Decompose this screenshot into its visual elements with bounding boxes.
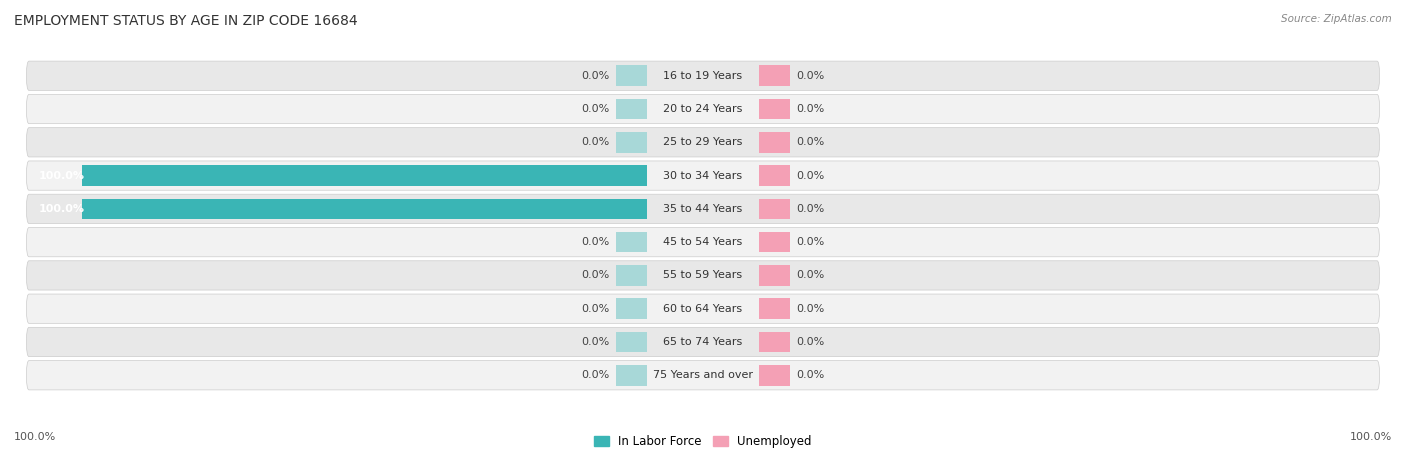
Text: 0.0%: 0.0% <box>582 104 610 114</box>
Text: 20 to 24 Years: 20 to 24 Years <box>664 104 742 114</box>
Text: 100.0%: 100.0% <box>14 432 56 442</box>
Bar <box>616 331 647 352</box>
Bar <box>759 232 790 253</box>
Text: 65 to 74 Years: 65 to 74 Years <box>664 337 742 347</box>
Bar <box>759 99 790 120</box>
Text: 100.0%: 100.0% <box>39 170 84 180</box>
Bar <box>759 132 790 152</box>
Text: 0.0%: 0.0% <box>796 271 824 281</box>
Text: 30 to 34 Years: 30 to 34 Years <box>664 170 742 180</box>
Text: 60 to 64 Years: 60 to 64 Years <box>664 304 742 314</box>
Bar <box>759 165 790 186</box>
Text: 0.0%: 0.0% <box>796 237 824 247</box>
Text: 0.0%: 0.0% <box>796 304 824 314</box>
Text: 0.0%: 0.0% <box>582 137 610 147</box>
Bar <box>83 198 647 219</box>
Bar <box>759 365 790 386</box>
FancyBboxPatch shape <box>27 294 1379 323</box>
Text: 100.0%: 100.0% <box>39 204 84 214</box>
Text: 0.0%: 0.0% <box>796 337 824 347</box>
Text: 0.0%: 0.0% <box>582 304 610 314</box>
Bar <box>616 99 647 120</box>
Text: 0.0%: 0.0% <box>796 104 824 114</box>
Text: 75 Years and over: 75 Years and over <box>652 370 754 380</box>
Text: 0.0%: 0.0% <box>796 137 824 147</box>
Text: 0.0%: 0.0% <box>582 271 610 281</box>
Bar <box>616 132 647 152</box>
Text: 55 to 59 Years: 55 to 59 Years <box>664 271 742 281</box>
Bar <box>759 331 790 352</box>
Bar <box>616 65 647 86</box>
Bar <box>616 232 647 253</box>
FancyBboxPatch shape <box>27 128 1379 157</box>
Bar <box>616 299 647 319</box>
Text: 0.0%: 0.0% <box>582 237 610 247</box>
FancyBboxPatch shape <box>27 194 1379 224</box>
Text: Source: ZipAtlas.com: Source: ZipAtlas.com <box>1281 14 1392 23</box>
Bar <box>759 265 790 286</box>
Text: 16 to 19 Years: 16 to 19 Years <box>664 71 742 81</box>
Text: 100.0%: 100.0% <box>1350 432 1392 442</box>
Bar <box>616 265 647 286</box>
FancyBboxPatch shape <box>27 327 1379 357</box>
Bar <box>759 198 790 219</box>
Text: 0.0%: 0.0% <box>796 204 824 214</box>
FancyBboxPatch shape <box>27 161 1379 190</box>
FancyBboxPatch shape <box>27 61 1379 90</box>
Bar <box>83 165 647 186</box>
FancyBboxPatch shape <box>27 261 1379 290</box>
Text: 0.0%: 0.0% <box>796 370 824 380</box>
Legend: In Labor Force, Unemployed: In Labor Force, Unemployed <box>589 430 817 451</box>
Bar <box>759 299 790 319</box>
Text: 45 to 54 Years: 45 to 54 Years <box>664 237 742 247</box>
Text: 25 to 29 Years: 25 to 29 Years <box>664 137 742 147</box>
FancyBboxPatch shape <box>27 227 1379 257</box>
Text: EMPLOYMENT STATUS BY AGE IN ZIP CODE 16684: EMPLOYMENT STATUS BY AGE IN ZIP CODE 166… <box>14 14 357 28</box>
Text: 0.0%: 0.0% <box>796 170 824 180</box>
Text: 0.0%: 0.0% <box>582 71 610 81</box>
Text: 0.0%: 0.0% <box>582 370 610 380</box>
FancyBboxPatch shape <box>27 94 1379 124</box>
Bar <box>759 65 790 86</box>
Text: 0.0%: 0.0% <box>582 337 610 347</box>
FancyBboxPatch shape <box>27 361 1379 390</box>
Text: 35 to 44 Years: 35 to 44 Years <box>664 204 742 214</box>
Bar <box>616 365 647 386</box>
Text: 0.0%: 0.0% <box>796 71 824 81</box>
